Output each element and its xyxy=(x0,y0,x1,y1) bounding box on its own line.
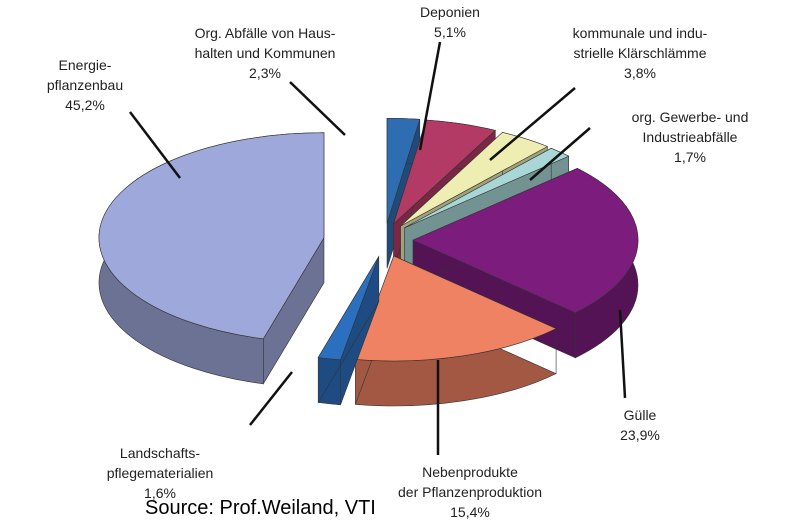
pie-slice xyxy=(404,147,570,229)
pie-slice xyxy=(412,168,639,314)
leader-line xyxy=(249,371,293,426)
slice-label: org. Gewerbe- und Industrieabfälle xyxy=(632,109,749,145)
slice-value-label: 2,3% xyxy=(249,65,281,81)
leader-line xyxy=(418,41,442,151)
leader-line xyxy=(489,87,576,161)
pie-slice xyxy=(386,117,421,224)
slice-label: Energie-pflanzenbau xyxy=(47,57,123,93)
slice-value-label: 23,9% xyxy=(620,427,660,443)
leader-line xyxy=(529,127,591,181)
slice-value-label: 1,7% xyxy=(674,149,706,165)
labels: Org. Abfälle von Haus-halten und Kommune… xyxy=(47,4,749,520)
pie xyxy=(98,117,639,407)
source: Source: Prof.Weiland, VTI xyxy=(145,497,376,519)
pie-slice xyxy=(317,256,380,361)
pie-slice xyxy=(98,132,325,340)
slice-value-label: 15,4% xyxy=(450,504,490,520)
pie-slice xyxy=(354,255,557,362)
slice-label: Nebenprodukte der Pflanzenproduktion xyxy=(398,464,542,500)
leader-line xyxy=(289,81,346,136)
slice-value-label: 3,8% xyxy=(624,65,656,81)
slice-value-label: 5,1% xyxy=(434,24,466,40)
slice-value-label: 45,2% xyxy=(65,97,105,113)
slice-label: Gülle xyxy=(624,407,657,423)
slice-label: kommunale und indu-strielle Klärschlämme xyxy=(573,25,708,61)
leader-line xyxy=(618,309,627,399)
leader-line xyxy=(129,111,181,179)
slice-label: Landschafts-pflegematerialien xyxy=(107,445,214,481)
slice-label: Deponien xyxy=(420,4,480,20)
slice-label: Org. Abfälle von Haus-halten und Kommune… xyxy=(195,25,336,61)
slice-value-label: 1,6% xyxy=(144,485,176,501)
pie-slice xyxy=(400,132,549,227)
leader-lines xyxy=(129,41,627,455)
